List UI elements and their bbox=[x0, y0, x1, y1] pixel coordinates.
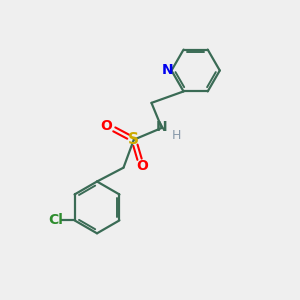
Text: Cl: Cl bbox=[48, 213, 63, 227]
Text: N: N bbox=[156, 120, 168, 134]
Text: N: N bbox=[162, 63, 174, 77]
Text: H: H bbox=[172, 129, 181, 142]
Text: S: S bbox=[128, 132, 139, 147]
Text: O: O bbox=[100, 118, 112, 133]
Text: O: O bbox=[137, 159, 148, 173]
